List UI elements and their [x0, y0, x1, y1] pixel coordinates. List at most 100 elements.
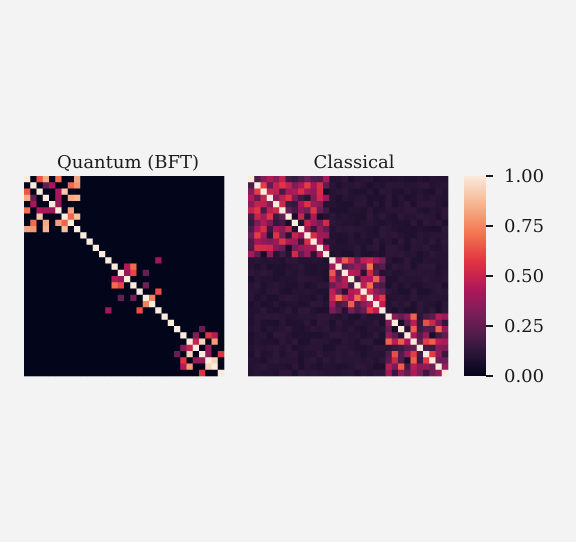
- heatmap-cell: [36, 344, 44, 352]
- heatmap-cell: [348, 338, 355, 346]
- heatmap-cell: [117, 263, 125, 271]
- heatmap-cell: [61, 226, 69, 233]
- heatmap-cell: [124, 363, 131, 371]
- heatmap-cell: [130, 263, 137, 271]
- heatmap-cell: [142, 319, 150, 327]
- heatmap-cell: [217, 238, 225, 246]
- heatmap-cell: [298, 257, 305, 264]
- heatmap-cell: [435, 326, 443, 333]
- heatmap-cell: [298, 307, 305, 314]
- heatmap-cell: [266, 294, 274, 302]
- heatmap-cell: [80, 182, 87, 189]
- heatmap-cell: [136, 363, 144, 371]
- heatmap-cell: [80, 213, 87, 221]
- heatmap-cell: [279, 294, 286, 302]
- heatmap-cell: [379, 213, 386, 221]
- heatmap-cell: [291, 369, 299, 377]
- heatmap-cell: [385, 194, 393, 202]
- heatmap-cell: [323, 257, 330, 264]
- heatmap-cell: [117, 194, 125, 202]
- heatmap-cell: [323, 244, 330, 252]
- heatmap-cell: [142, 357, 150, 364]
- heatmap-cell: [117, 269, 125, 277]
- heatmap-cell: [248, 232, 255, 239]
- heatmap-cell: [410, 363, 418, 371]
- heatmap-cell: [366, 288, 374, 296]
- heatmap-cell: [310, 319, 318, 327]
- heatmap-cell: [217, 332, 225, 339]
- heatmap-cell: [61, 219, 69, 227]
- heatmap-cell: [348, 182, 355, 189]
- heatmap-cell: [42, 182, 50, 189]
- heatmap-cell: [335, 313, 343, 321]
- heatmap-cell: [149, 326, 156, 333]
- heatmap-cell: [410, 257, 418, 264]
- heatmap-cell: [24, 219, 31, 227]
- heatmap-cell: [86, 363, 94, 371]
- heatmap-cell: [348, 369, 355, 377]
- heatmap-cell: [329, 194, 336, 202]
- heatmap-cell: [441, 282, 449, 289]
- heatmap-cell: [304, 244, 311, 252]
- heatmap-cell: [167, 351, 175, 358]
- heatmap-cell: [105, 301, 112, 308]
- heatmap-cell: [105, 276, 112, 283]
- heatmap-cell: [248, 182, 255, 189]
- heatmap-cell: [335, 338, 343, 346]
- heatmap-cell: [323, 263, 330, 271]
- heatmap-cell: [186, 313, 194, 321]
- heatmap-cell: [341, 363, 349, 371]
- heatmap-cell: [142, 213, 150, 221]
- heatmap-cell: [379, 288, 386, 296]
- heatmap-cell: [291, 344, 299, 352]
- heatmap-cell: [410, 226, 418, 233]
- heatmap-cell: [260, 307, 268, 314]
- heatmap-cell: [105, 232, 112, 239]
- heatmap-cell: [80, 226, 87, 233]
- heatmap-cell: [329, 288, 336, 296]
- heatmap-cell: [117, 301, 125, 308]
- heatmap-cell: [291, 288, 299, 296]
- heatmap-cell: [398, 182, 405, 189]
- heatmap-cell: [142, 351, 150, 358]
- heatmap-cell: [391, 307, 399, 314]
- heatmap-cell: [329, 251, 336, 258]
- heatmap-cell: [180, 351, 187, 358]
- heatmap-cell: [254, 232, 261, 239]
- heatmap-cell: [435, 176, 443, 183]
- heatmap-cell: [99, 332, 106, 339]
- heatmap-cell: [205, 257, 212, 264]
- heatmap-cell: [429, 232, 436, 239]
- heatmap-cell: [155, 338, 162, 346]
- heatmap-cell: [266, 182, 274, 189]
- heatmap-cell: [391, 226, 399, 233]
- heatmap-cell: [205, 357, 212, 364]
- heatmap-cell: [429, 213, 436, 221]
- heatmap-cell: [167, 307, 175, 314]
- heatmap-cell: [136, 294, 144, 302]
- heatmap-cell: [391, 213, 399, 221]
- heatmap-cell: [149, 369, 156, 377]
- heatmap-cell: [354, 319, 361, 327]
- heatmap-cell: [254, 188, 261, 196]
- heatmap-cell: [192, 201, 200, 208]
- heatmap-cell: [260, 188, 268, 196]
- heatmap-cell: [174, 219, 181, 227]
- heatmap-cell: [67, 307, 75, 314]
- heatmap-cell: [161, 219, 169, 227]
- heatmap-cell: [142, 332, 150, 339]
- heatmap-cell: [316, 176, 324, 183]
- heatmap-cell: [273, 219, 280, 227]
- heatmap-cell: [186, 263, 194, 271]
- heatmap-cell: [329, 338, 336, 346]
- heatmap-cell: [130, 226, 137, 233]
- heatmap-cell: [80, 363, 87, 371]
- heatmap-cell: [260, 257, 268, 264]
- heatmap-cell: [329, 301, 336, 308]
- heatmap-cell: [99, 201, 106, 208]
- heatmap-cell: [49, 176, 56, 183]
- heatmap-cell: [323, 182, 330, 189]
- heatmap-cell: [291, 332, 299, 339]
- heatmap-cell: [36, 363, 44, 371]
